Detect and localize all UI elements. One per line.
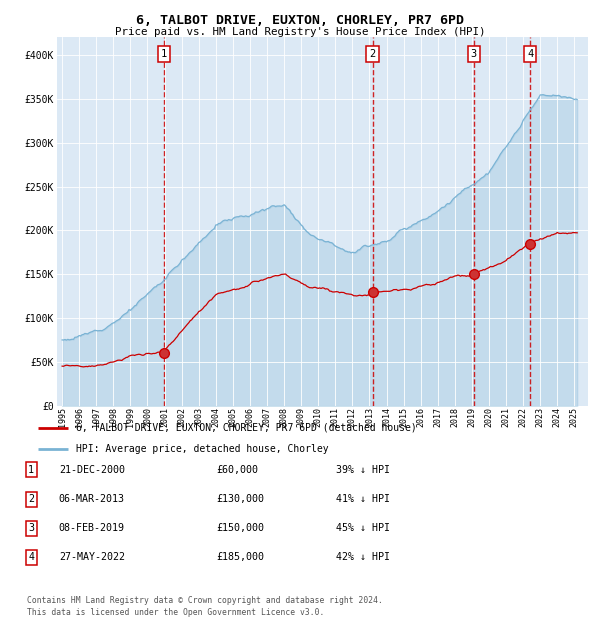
Text: Price paid vs. HM Land Registry's House Price Index (HPI): Price paid vs. HM Land Registry's House … [115,27,485,37]
Text: £60,000: £60,000 [216,465,258,475]
Text: 06-MAR-2013: 06-MAR-2013 [59,494,125,504]
Text: 21-DEC-2000: 21-DEC-2000 [59,465,125,475]
Text: £185,000: £185,000 [216,552,264,562]
Text: 1: 1 [161,49,167,59]
Text: 4: 4 [527,49,533,59]
Text: 39% ↓ HPI: 39% ↓ HPI [336,465,390,475]
Text: 41% ↓ HPI: 41% ↓ HPI [336,494,390,504]
Text: 3: 3 [470,49,477,59]
Text: 6, TALBOT DRIVE, EUXTON, CHORLEY, PR7 6PD (detached house): 6, TALBOT DRIVE, EUXTON, CHORLEY, PR7 6P… [76,423,417,433]
Text: 6, TALBOT DRIVE, EUXTON, CHORLEY, PR7 6PD: 6, TALBOT DRIVE, EUXTON, CHORLEY, PR7 6P… [136,14,464,27]
Text: 27-MAY-2022: 27-MAY-2022 [59,552,125,562]
Text: 4: 4 [28,552,34,562]
Text: 1: 1 [28,465,34,475]
Text: £150,000: £150,000 [216,523,264,533]
Text: 42% ↓ HPI: 42% ↓ HPI [336,552,390,562]
Text: 08-FEB-2019: 08-FEB-2019 [59,523,125,533]
Text: 45% ↓ HPI: 45% ↓ HPI [336,523,390,533]
Text: 2: 2 [370,49,376,59]
Text: 3: 3 [28,523,34,533]
Text: HPI: Average price, detached house, Chorley: HPI: Average price, detached house, Chor… [76,445,329,454]
Text: £130,000: £130,000 [216,494,264,504]
Text: 2: 2 [28,494,34,504]
Text: Contains HM Land Registry data © Crown copyright and database right 2024.
This d: Contains HM Land Registry data © Crown c… [27,596,383,617]
